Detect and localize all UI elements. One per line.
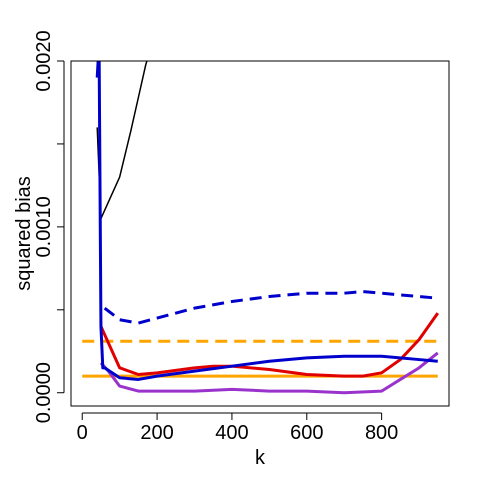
y-axis-label: squared bias [13,176,35,291]
x-tick-label: 800 [365,422,398,444]
x-tick-label: 600 [290,422,323,444]
series-line-7 [95,61,438,381]
x-tick-label: 0 [77,422,88,444]
x-tick-label: 400 [215,422,248,444]
series-line-2 [103,290,438,325]
y-axis: 0.0000 0.0010 0.0020 [33,30,65,423]
x-axis-label: k [255,447,266,469]
y-tick-label: 0.0010 [33,196,55,257]
x-tick-label: 200 [140,422,173,444]
y-tick-label: 0.0020 [33,30,55,91]
plot-frame [70,60,450,407]
series-line-6 [99,351,439,395]
series-line-5 [99,312,439,378]
y-tick-label: 0.0000 [33,362,55,423]
series-line-1 [96,61,148,220]
x-axis: 0 200 400 600 800 [77,412,398,444]
series-layer [82,61,439,395]
